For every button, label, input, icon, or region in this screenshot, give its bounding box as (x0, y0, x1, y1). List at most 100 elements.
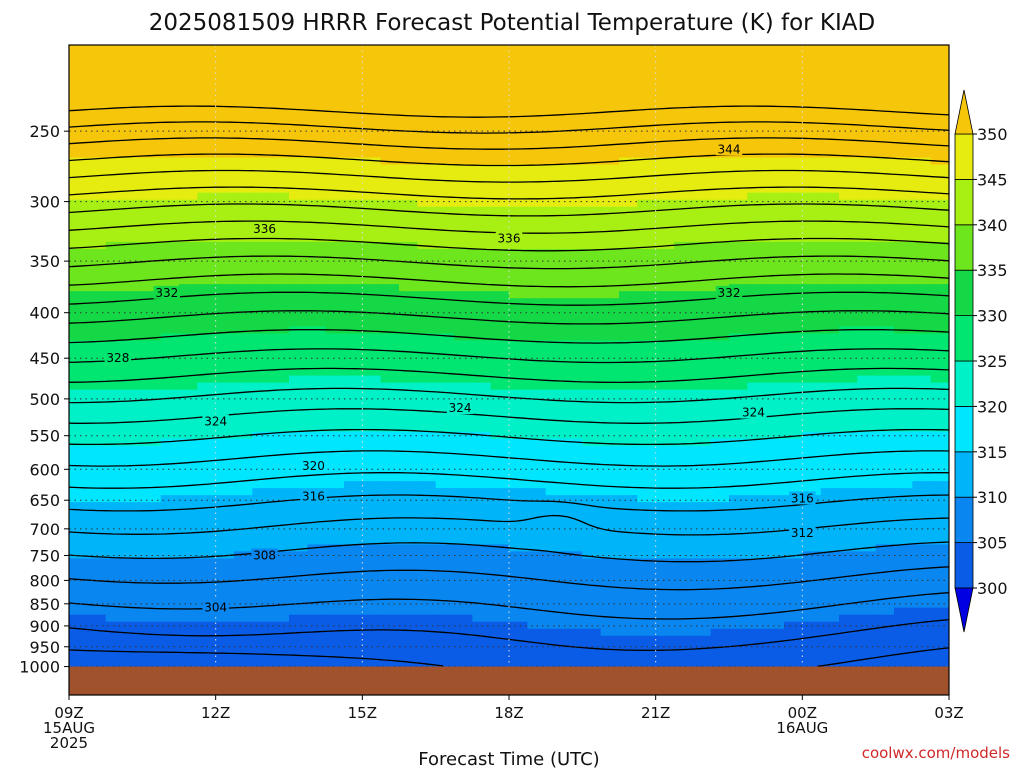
field-cell (179, 129, 198, 138)
field-cell (894, 298, 913, 306)
field-cell (197, 241, 217, 250)
field-cell (197, 115, 217, 123)
field-cell (564, 459, 583, 468)
field-cell (325, 354, 345, 363)
field-cell (142, 129, 162, 138)
field-cell (619, 199, 638, 208)
field-cell (802, 375, 822, 384)
field-cell (435, 157, 455, 166)
field-cell (252, 417, 272, 426)
field-cell (344, 579, 363, 588)
field-cell (490, 136, 510, 145)
field-cell (564, 565, 583, 574)
field-cell (912, 635, 932, 644)
field-cell (179, 509, 198, 517)
field-cell (545, 101, 565, 109)
field-cell (472, 164, 492, 173)
field-cell (124, 270, 143, 278)
field-cell (69, 502, 88, 510)
field-cell (399, 122, 418, 130)
field-cell (179, 551, 198, 560)
field-cell (344, 403, 363, 412)
field-cell (160, 656, 180, 665)
field-cell (820, 396, 840, 405)
field-cell (765, 270, 785, 278)
field-cell (857, 66, 877, 74)
field-cell (545, 424, 565, 433)
field-cell (435, 614, 455, 623)
field-cell (399, 59, 418, 67)
field-cell (124, 284, 143, 292)
field-cell (270, 537, 290, 545)
field-cell (747, 382, 767, 391)
field-cell (619, 361, 638, 370)
field-cell (655, 431, 675, 440)
field-cell (105, 87, 125, 95)
field-cell (619, 213, 638, 222)
field-cell (857, 122, 877, 130)
field-cell (270, 361, 290, 370)
field-cell (344, 459, 363, 468)
field-cell (509, 628, 528, 637)
field-cell (637, 87, 657, 95)
field-cell (435, 45, 455, 53)
field-cell (362, 227, 382, 236)
field-cell (69, 66, 88, 74)
field-cell (747, 101, 767, 109)
field-cell (784, 178, 803, 187)
field-cell (490, 656, 510, 665)
field-cell (875, 502, 895, 510)
field-cell (710, 241, 730, 250)
contour-label: 336 (498, 231, 521, 245)
field-cell (875, 270, 895, 278)
field-cell (509, 516, 528, 524)
field-cell (912, 572, 932, 581)
field-cell (674, 333, 693, 341)
field-cell (747, 52, 767, 60)
field-cell (197, 530, 217, 538)
field-cell (472, 66, 492, 74)
field-cell (729, 263, 748, 271)
field-cell (417, 213, 437, 222)
field-cell (545, 284, 565, 292)
field-cell (289, 284, 308, 292)
field-cell (380, 270, 400, 278)
field-cell (344, 340, 363, 349)
field-cell (490, 565, 510, 574)
field-cell (307, 417, 327, 426)
field-cell (307, 178, 327, 187)
field-cell (637, 256, 657, 264)
field-cell (894, 333, 913, 341)
field-cell (142, 87, 162, 95)
field-cell (582, 375, 602, 384)
field-cell (765, 368, 785, 377)
field-cell (527, 544, 547, 552)
field-cell (307, 565, 327, 574)
field-cell (802, 305, 822, 313)
field-cell (179, 558, 198, 567)
field-cell (179, 87, 198, 95)
field-cell (234, 544, 253, 552)
field-cell (399, 375, 418, 384)
field-cell (765, 256, 785, 264)
field-cell (160, 45, 180, 53)
field-cell (637, 298, 657, 306)
field-cell (344, 164, 363, 173)
field-cell (435, 600, 455, 609)
field-cell (765, 635, 785, 644)
field-cell (197, 523, 217, 531)
field-cell (380, 305, 400, 313)
field-cell (857, 192, 877, 201)
credit-text[interactable]: coolwx.com/models (862, 744, 1010, 762)
field-cell (894, 565, 913, 574)
field-cell (344, 544, 363, 552)
field-cell (839, 635, 858, 644)
field-cell (362, 614, 382, 623)
field-cell (417, 565, 437, 574)
field-cell (839, 544, 858, 552)
field-cell (820, 59, 840, 67)
field-cell (564, 45, 583, 53)
field-cell (600, 143, 620, 152)
field-cell (454, 354, 473, 363)
field-cell (527, 537, 547, 545)
